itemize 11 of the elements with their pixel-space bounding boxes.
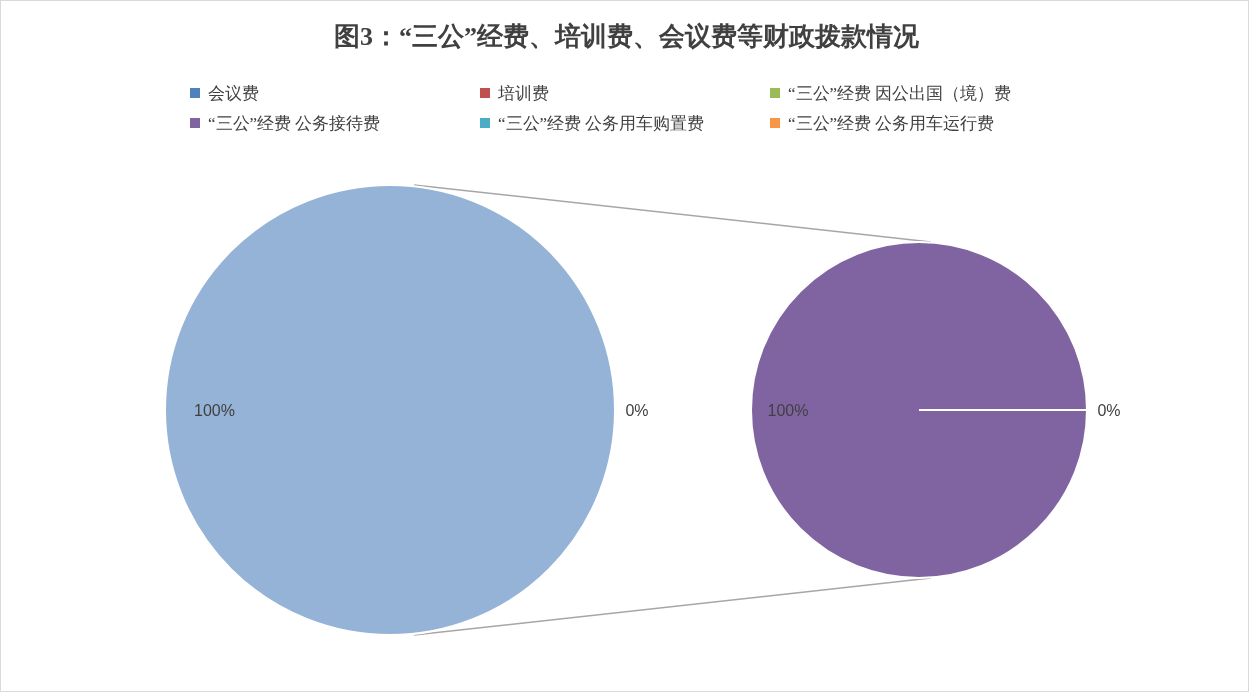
data-label: 100%	[194, 401, 235, 419]
text: 0%	[625, 401, 649, 419]
chart-title: 图3：“三公”经费、培训费、会议费等财政拨款情况	[334, 22, 920, 52]
data-label: 100%	[767, 401, 809, 419]
legend-label: “三公”经费 公务用车运行费	[788, 113, 995, 133]
legend-label: “三公”经费 公务接待费	[208, 113, 381, 133]
text: 0%	[1097, 401, 1121, 419]
legend-label: 会议费	[208, 83, 259, 103]
legend-label: “三公”经费 公务用车购置费	[498, 113, 705, 133]
legend-label: “三公”经费 因公出国（境）费	[788, 83, 1012, 103]
legend-label: 培训费	[497, 83, 549, 103]
